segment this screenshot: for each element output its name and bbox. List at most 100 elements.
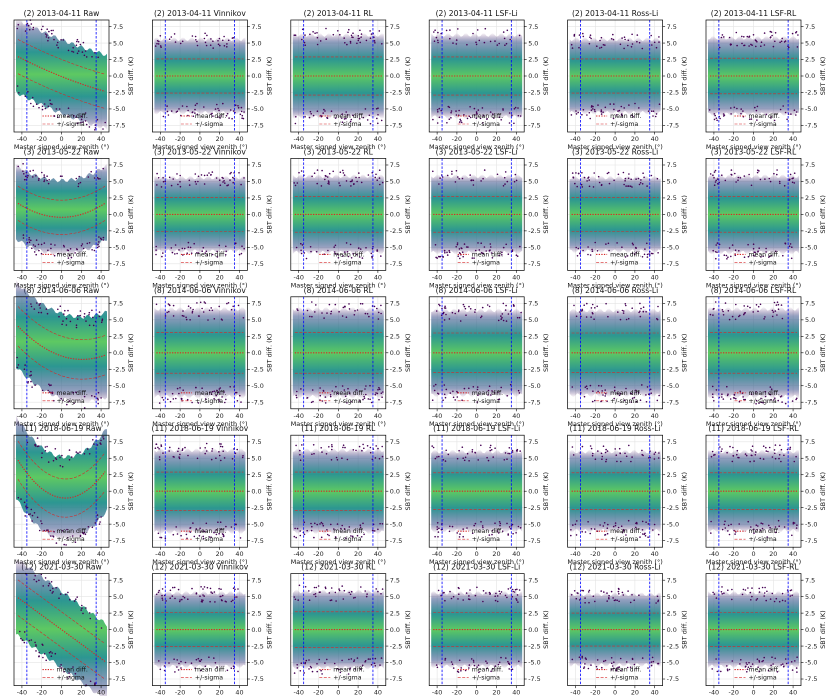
scatter-point <box>586 302 588 305</box>
scatter-point <box>309 315 311 318</box>
y-tick-label: 7.5 <box>805 300 815 308</box>
scatter-point <box>366 313 369 315</box>
scatter-point <box>327 182 329 185</box>
scatter-point <box>239 537 242 539</box>
scatter-point <box>68 254 71 256</box>
scatter-point <box>599 47 601 49</box>
y-tick-label: 5.0 <box>390 39 400 47</box>
scatter-point <box>458 121 461 123</box>
scatter-point <box>508 668 511 670</box>
scatter-point <box>630 178 632 181</box>
scatter-point <box>243 111 245 113</box>
scatter-point <box>378 30 381 32</box>
scatter-point <box>638 41 641 44</box>
y-tick-label: -5.0 <box>528 382 540 390</box>
scatter-point <box>300 242 302 245</box>
x-tick-label: 40 <box>374 135 382 143</box>
scatter-point <box>331 444 333 446</box>
scatter-point <box>590 447 593 450</box>
y-tick-label: -7.5 <box>251 537 263 545</box>
scatter-point <box>785 662 788 665</box>
x-tick-label: 0 <box>751 689 755 696</box>
scatter-point <box>434 457 437 460</box>
scatter-point <box>613 389 616 392</box>
scatter-point <box>475 111 478 113</box>
scatter-point <box>348 591 351 594</box>
scatter-point <box>40 28 43 31</box>
scatter-point <box>41 105 44 108</box>
scatter-point <box>734 533 736 535</box>
scatter-point <box>40 252 43 255</box>
scatter-point <box>299 459 302 462</box>
scatter-point <box>791 32 794 35</box>
density-band <box>569 175 661 254</box>
scatter-point <box>469 589 471 591</box>
scatter-point <box>353 659 356 661</box>
scatter-point <box>789 243 792 245</box>
scatter-point <box>166 105 168 107</box>
scatter-point <box>324 402 327 404</box>
scatter-point <box>99 237 102 240</box>
y-tick-label: 2.5 <box>251 333 261 341</box>
scatter-point <box>49 102 52 105</box>
y-axis-label: SBT diff. (K) <box>404 334 412 373</box>
scatter-point <box>718 46 721 49</box>
scatter-point <box>769 36 772 39</box>
y-tick-label: -5.0 <box>113 244 125 252</box>
scatter-point <box>374 665 377 667</box>
scatter-point <box>498 398 501 401</box>
scatter-point <box>34 443 36 446</box>
scatter-point <box>50 29 53 32</box>
scatter-point <box>766 590 768 593</box>
scatter-point <box>210 393 213 396</box>
scatter-point <box>612 33 614 36</box>
scatter-point <box>503 176 506 179</box>
scatter-point <box>367 658 370 660</box>
scatter-point <box>316 43 319 46</box>
y-tick-label: 7.5 <box>251 23 261 31</box>
panel-r4-c1: (12) 2021-03-30 Vinnikov-40-2002040Maste… <box>152 563 274 696</box>
scatter-point <box>170 184 173 187</box>
scatter-point <box>163 665 166 667</box>
scatter-point <box>375 173 377 176</box>
y-tick-label: -7.5 <box>390 260 402 268</box>
y-tick-label: 5.0 <box>667 454 677 462</box>
scatter-point <box>722 398 725 400</box>
scatter-point <box>743 44 745 47</box>
scatter-point <box>28 239 30 241</box>
scatter-point <box>202 599 204 602</box>
scatter-point <box>158 660 160 662</box>
scatter-point <box>572 524 574 526</box>
scatter-point <box>364 660 367 662</box>
scatter-point <box>507 588 510 590</box>
scatter-point <box>447 453 450 456</box>
scatter-point <box>476 386 479 388</box>
scatter-point <box>772 45 775 48</box>
scatter-point <box>587 521 589 523</box>
scatter-points <box>431 302 522 403</box>
scatter-point <box>29 375 31 377</box>
y-tick-label: 0.0 <box>390 72 400 80</box>
scatter-point <box>481 306 484 309</box>
scatter-point <box>489 40 492 43</box>
panel-title: (3) 2013-05-22 Vinnikov <box>154 147 246 156</box>
scatter-point <box>169 400 172 403</box>
scatter-point <box>448 249 451 252</box>
scatter-point <box>467 246 469 248</box>
scatter-point <box>486 662 488 664</box>
scatter-point <box>17 364 20 366</box>
scatter-point <box>16 366 19 369</box>
scatter-point <box>477 394 479 397</box>
scatter-point <box>175 397 177 400</box>
scatter-point <box>381 455 384 458</box>
scatter-point <box>210 174 212 176</box>
x-tick-label: 40 <box>97 412 105 420</box>
scatter-point <box>594 399 596 402</box>
y-tick-label: 2.5 <box>528 333 538 341</box>
scatter-point <box>437 393 440 395</box>
scatter-point <box>29 170 32 172</box>
scatter-point <box>736 453 738 456</box>
scatter-point <box>83 313 86 315</box>
scatter-point <box>80 244 83 247</box>
